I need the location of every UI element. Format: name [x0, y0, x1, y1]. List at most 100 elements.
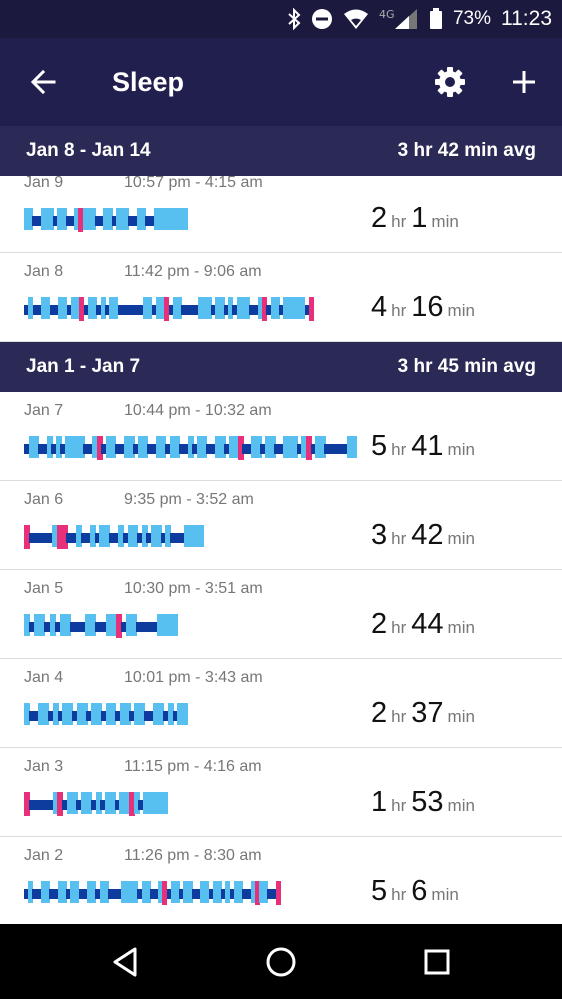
sleep-pattern-bar: [24, 614, 178, 638]
light-sleep-segment: [133, 792, 140, 814]
light-sleep-segment: [33, 436, 40, 458]
duration-hr-unit: hr: [391, 212, 407, 231]
awake-segment: [61, 525, 68, 549]
deep-sleep-segment: [75, 622, 81, 632]
sleep-entry[interactable]: Jan 5 10:30 pm - 3:51 am 2 hr 44 min: [0, 570, 562, 659]
light-sleep-segment: [287, 297, 293, 319]
duration-hours: 5: [371, 430, 388, 462]
deep-sleep-segment: [224, 444, 231, 454]
light-sleep-segment: [103, 208, 109, 230]
light-sleep-segment: [158, 703, 165, 725]
light-sleep-segment: [131, 614, 138, 636]
duration-hr-unit: hr: [391, 529, 407, 548]
light-sleep-segment: [86, 208, 92, 230]
deep-sleep-segment: [108, 533, 115, 543]
system-nav-bar: [0, 924, 562, 999]
light-sleep-segment: [124, 792, 131, 814]
duration-minutes: 41: [411, 430, 444, 462]
deep-sleep-segment: [151, 305, 157, 315]
sleep-entry[interactable]: Jan 4 10:01 pm - 3:43 am 2 hr 37 min: [0, 659, 562, 748]
system-back-button[interactable]: [107, 944, 143, 980]
light-sleep-segment: [62, 297, 68, 319]
sleep-entry[interactable]: Jan 3 11:15 pm - 4:16 am 1 hr 53 min: [0, 748, 562, 837]
duration-min-unit: min: [447, 707, 475, 726]
add-sleep-button[interactable]: [504, 62, 544, 102]
app-bar: Sleep: [0, 38, 562, 126]
deep-sleep-segment: [138, 305, 144, 315]
sleep-entry[interactable]: Jan 7 10:44 pm - 10:32 am 5 hr 41 min: [0, 392, 562, 481]
light-sleep-segment: [39, 614, 46, 636]
back-arrow-icon: [30, 69, 56, 95]
sleep-log-list[interactable]: Jan 8 - Jan 14 3 hr 42 min avg Jan 9 10:…: [0, 126, 562, 924]
light-sleep-segment: [238, 881, 244, 903]
light-sleep-segment: [184, 525, 191, 547]
deep-sleep-segment: [38, 533, 45, 543]
deep-sleep-segment: [112, 889, 118, 899]
deep-sleep-segment: [223, 305, 229, 315]
light-sleep-segment: [283, 297, 289, 319]
week-average: 3 hr 42 min avg: [397, 140, 536, 161]
sleep-duration: 4 hr 16 min: [371, 291, 475, 324]
light-sleep-segment: [198, 525, 205, 547]
light-sleep-segment: [91, 881, 97, 903]
light-sleep-segment: [119, 703, 126, 725]
light-sleep-segment: [188, 525, 195, 547]
light-sleep-segment: [49, 208, 55, 230]
light-sleep-segment: [153, 703, 160, 725]
light-sleep-segment: [228, 297, 233, 319]
wifi-icon: [343, 8, 369, 30]
sleep-entry[interactable]: Jan 9 10:57 pm - 4:15 am 2 hr 1 min: [0, 174, 562, 253]
page-title: Sleep: [112, 67, 185, 97]
deep-sleep-segment: [80, 622, 87, 632]
light-sleep-segment: [124, 208, 130, 230]
deep-sleep-segment: [210, 444, 217, 454]
light-sleep-segment: [52, 525, 59, 547]
duration-minutes: 53: [411, 786, 444, 818]
deep-sleep-segment: [137, 889, 143, 899]
deep-sleep-segment: [191, 889, 197, 899]
light-sleep-segment: [105, 792, 112, 814]
light-sleep-segment: [319, 436, 326, 458]
sleep-pattern-bar: [24, 208, 188, 232]
deep-sleep-segment: [148, 711, 155, 721]
deep-sleep-segment: [146, 622, 153, 632]
light-sleep-segment: [177, 703, 184, 725]
duration-hours: 2: [371, 608, 388, 640]
deep-sleep-segment: [181, 305, 187, 315]
duration-min-unit: min: [447, 440, 475, 459]
sleep-entry[interactable]: Jan 8 11:42 pm - 9:06 am 4 hr 16 min: [0, 253, 562, 342]
deep-sleep-segment: [160, 533, 167, 543]
light-sleep-segment: [156, 614, 163, 636]
system-recents-button[interactable]: [419, 944, 455, 980]
light-sleep-segment: [107, 208, 113, 230]
settings-button[interactable]: [430, 62, 470, 102]
deep-sleep-segment: [28, 711, 35, 721]
awake-segment: [24, 792, 30, 816]
light-sleep-segment: [166, 208, 172, 230]
deep-sleep-segment: [65, 889, 71, 899]
bluetooth-icon: [287, 8, 301, 30]
light-sleep-segment: [187, 436, 194, 458]
deep-sleep-segment: [134, 305, 140, 315]
back-button[interactable]: [24, 62, 64, 102]
deep-sleep-segment: [96, 305, 102, 315]
deep-sleep-segment: [166, 889, 172, 899]
awake-segment: [115, 614, 122, 638]
light-sleep-segment: [200, 881, 206, 903]
system-home-button[interactable]: [263, 944, 299, 980]
light-sleep-segment: [263, 881, 269, 903]
light-sleep-segment: [155, 297, 161, 319]
light-sleep-segment: [110, 614, 117, 636]
sleep-entry[interactable]: Jan 2 11:26 pm - 8:30 am 5 hr 6 min: [0, 837, 562, 924]
deep-sleep-segment: [44, 622, 51, 632]
deep-sleep-segment: [24, 889, 29, 899]
light-sleep-segment: [75, 297, 80, 319]
deep-sleep-segment: [229, 889, 235, 899]
sleep-entry[interactable]: Jan 6 9:35 pm - 3:52 am 3 hr 42 min: [0, 481, 562, 570]
deep-sleep-segment: [29, 622, 36, 632]
entry-date: Jan 7: [24, 402, 64, 419]
awake-segment: [128, 792, 135, 816]
week-range: Jan 8 - Jan 14: [26, 140, 151, 161]
duration-hr-unit: hr: [391, 301, 407, 320]
light-sleep-segment: [215, 297, 221, 319]
